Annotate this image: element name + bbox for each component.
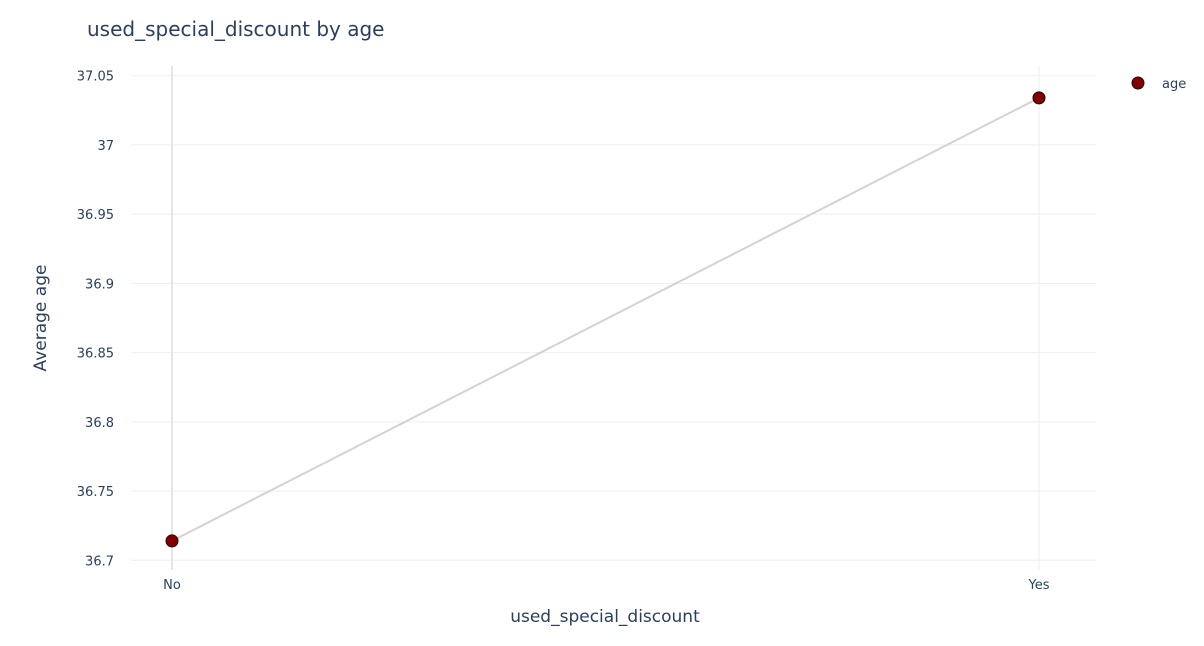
gridlines bbox=[131, 66, 1096, 570]
data-point[interactable] bbox=[165, 534, 179, 548]
legend[interactable]: age bbox=[1131, 76, 1186, 92]
x-tick-label: Yes bbox=[1028, 578, 1050, 593]
x-axis-ticks: No Yes bbox=[163, 578, 1050, 593]
y-tick-label: 37 bbox=[97, 139, 114, 154]
y-axis-title: Average age bbox=[31, 265, 51, 372]
x-axis-title: used_special_discount bbox=[510, 607, 700, 627]
y-tick-label: 36.95 bbox=[77, 208, 114, 223]
y-tick-label: 36.7 bbox=[85, 554, 114, 569]
y-tick-label: 36.8 bbox=[85, 416, 114, 431]
y-tick-label: 36.85 bbox=[77, 347, 114, 362]
legend-label-age: age bbox=[1162, 77, 1186, 92]
legend-marker-age bbox=[1131, 76, 1145, 90]
data-point[interactable] bbox=[1032, 91, 1046, 105]
y-tick-label: 36.9 bbox=[85, 277, 114, 292]
y-tick-label: 37.05 bbox=[77, 70, 114, 85]
x-tick-label: No bbox=[163, 578, 181, 593]
y-tick-label: 36.75 bbox=[77, 485, 114, 500]
y-axis-ticks: 36.7 36.75 36.8 36.85 36.9 36.95 37 37.05 bbox=[77, 70, 114, 570]
series-layer bbox=[165, 91, 1046, 548]
series-line-age bbox=[171, 96, 1040, 542]
chart-title: used_special_discount by age bbox=[87, 17, 384, 41]
